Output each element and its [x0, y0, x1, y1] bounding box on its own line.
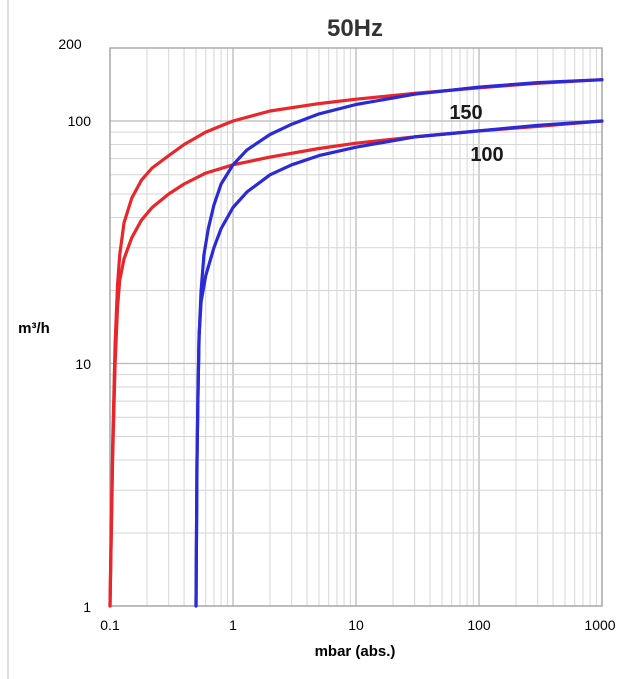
- y-tick-label-10: 10: [75, 356, 91, 372]
- x-tick-label-10: 10: [348, 617, 364, 633]
- chart-title: 50Hz: [327, 15, 383, 42]
- y-tick-label-200: 200: [58, 36, 82, 52]
- x-tick-label-1000: 1000: [584, 617, 615, 633]
- series-layer: [108, 78, 604, 608]
- y-tick-label-1: 1: [83, 599, 91, 615]
- x-tick-label-100: 100: [467, 617, 491, 633]
- y-tick-label-100: 100: [68, 113, 92, 129]
- series-line-4: [194, 119, 604, 608]
- plot-frame: [109, 47, 603, 607]
- x-axis-label: mbar (abs.): [315, 643, 396, 660]
- y-axis-label: m³/h: [18, 320, 50, 337]
- series-label-150: 150: [449, 102, 482, 124]
- series-label-100: 100: [470, 144, 503, 166]
- axes-layer: [7, 0, 603, 679]
- x-tick-label-0.1: 0.1: [100, 617, 120, 633]
- x-tick-label-1: 1: [229, 617, 237, 633]
